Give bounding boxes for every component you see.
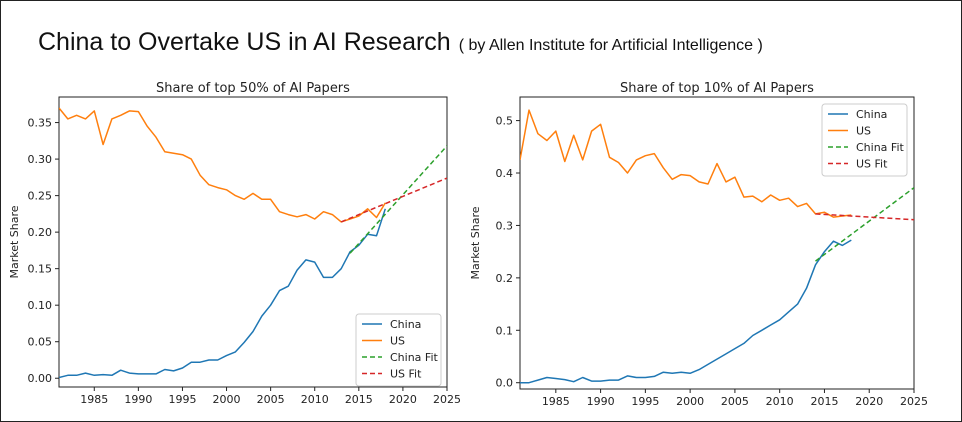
chart1-ytick-label: 0.15: [28, 263, 53, 276]
headline-title: China to Overtake US in AI Research: [38, 28, 451, 56]
chart2: Share of top 10% of AI Papers 0.0 0.1 0.2 0.…: [469, 81, 928, 408]
headline-source: ( by Allen Institute for Artificial Inte…: [458, 37, 763, 54]
chart1-legend-label: China: [390, 318, 421, 331]
chart2-xtick-label: 2000: [676, 395, 704, 408]
chart1-title: Share of top 50% of AI Papers: [156, 81, 350, 96]
headline: China to Overtake US in AI Research ( by …: [38, 28, 763, 57]
chart2-ytick-label: 0.1: [496, 324, 514, 337]
chart1-ytick-label: 0.00: [28, 372, 53, 385]
chart1-xtick-label: 2015: [345, 393, 373, 406]
chart2-xtick-label: 2010: [766, 395, 794, 408]
chart1-ylabel: Market Share: [8, 205, 21, 278]
chart1-legend: [355, 313, 442, 387]
chart1-xtick-label: 1985: [80, 393, 108, 406]
chart2-ylabel: Market Share: [469, 206, 482, 279]
chart2-ytick-label: 0.0: [496, 377, 514, 390]
chart2-series-us: [520, 109, 852, 218]
chart2-xtick-label: 1990: [587, 395, 615, 408]
chart1-xtick-label: 1995: [168, 393, 196, 406]
chart1-ytick-label: 0.20: [28, 226, 53, 239]
chart1-series-us: [59, 107, 386, 223]
chart1: Share of top 50% of AI Papers 0.00 0.05 0.1…: [8, 81, 461, 406]
chart2-legend: [821, 103, 908, 177]
chart1-legend-label: US: [390, 335, 405, 348]
chart2-legend-label: US: [856, 125, 871, 138]
chart1-series-us-fit: [340, 177, 447, 223]
chart1-ytick-label: 0.10: [28, 299, 53, 312]
chart1-series-china-fit: [349, 145, 447, 254]
chart1-xtick-label: 2005: [257, 393, 285, 406]
chart2-xtick-label: 2015: [810, 395, 838, 408]
chart2-xtick-label: 2005: [721, 395, 749, 408]
chart2-ytick-label: 0.2: [496, 272, 514, 285]
chart2-title: Share of top 10% of AI Papers: [620, 81, 814, 96]
chart1-series-china: [59, 208, 387, 379]
chart2-legend-label: US Fit: [856, 158, 888, 171]
chart1-legend-label: China Fit: [390, 351, 439, 364]
chart2-series-china-fit: [815, 187, 914, 262]
chart2-xtick-label: 1985: [542, 395, 570, 408]
chart2-xtick-label: 2020: [855, 395, 883, 408]
chart1-ytick-label: 0.35: [28, 117, 53, 130]
chart1-xtick-label: 2025: [433, 393, 461, 406]
chart1-legend-label: US Fit: [390, 368, 422, 381]
chart2-ytick-label: 0.4: [496, 167, 514, 180]
chart2-xtick-label: 1995: [631, 395, 659, 408]
chart1-ytick-label: 0.05: [28, 336, 53, 349]
chart2-ytick-label: 0.5: [496, 115, 514, 128]
chart2-series-china: [520, 239, 852, 384]
chart1-xtick-label: 1990: [124, 393, 152, 406]
chart1-xtick-label: 2000: [213, 393, 241, 406]
chart2-ytick-label: 0.3: [496, 219, 514, 232]
chart1-ytick-label: 0.30: [28, 153, 53, 166]
chart2-series-us-fit: [815, 213, 914, 221]
chart2-legend-label: China: [856, 108, 887, 121]
chart1-xtick-label: 2010: [301, 393, 329, 406]
chart1-xtick-label: 2020: [389, 393, 417, 406]
chart1-ytick-label: 0.25: [28, 190, 53, 203]
chart2-legend-label: China Fit: [856, 141, 905, 154]
chart2-xtick-label: 2025: [900, 395, 928, 408]
